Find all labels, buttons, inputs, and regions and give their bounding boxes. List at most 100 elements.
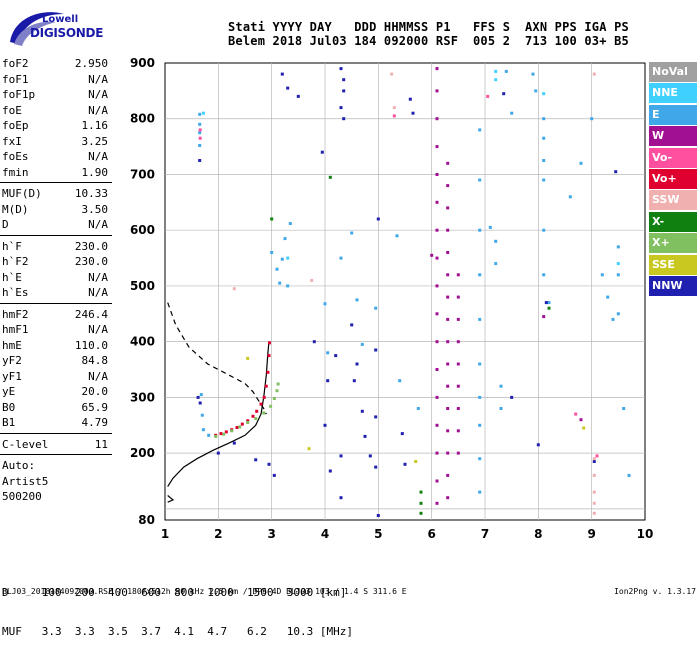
- echo-point: [622, 407, 626, 410]
- echo-point: [267, 462, 271, 466]
- param-row: foF1p N/A: [0, 87, 112, 103]
- echo-point: [328, 469, 332, 473]
- legend-entry: X-: [649, 211, 697, 232]
- param-row: yF1 N/A: [0, 369, 112, 385]
- param-row: hmE 110.0: [0, 338, 112, 354]
- x-tick-label: 8: [534, 527, 542, 541]
- param-value: 230.0: [74, 239, 108, 253]
- echo-point: [323, 302, 327, 306]
- echo-point: [456, 340, 460, 344]
- echo-point: [267, 354, 271, 358]
- param-value: N/A: [88, 270, 108, 284]
- echo-point: [254, 458, 258, 462]
- param-value: N/A: [88, 88, 108, 101]
- y-tick-label: 400: [130, 335, 155, 349]
- echo-point: [616, 273, 620, 277]
- file-info-footer: BLJ03_2018184092000.RSF / 180fx512h 50 k…: [2, 587, 407, 596]
- echo-point: [374, 306, 378, 310]
- echo-point: [374, 465, 378, 469]
- echo-point: [246, 356, 250, 360]
- echo-point: [568, 195, 572, 199]
- profile-line: [167, 495, 175, 503]
- param-label: h`Es: [2, 286, 29, 299]
- param-label: hmF2: [2, 307, 29, 321]
- echo-point: [275, 389, 279, 393]
- y-tick-label: 900: [130, 56, 155, 70]
- echo-point: [240, 422, 244, 426]
- echo-point: [435, 228, 439, 232]
- echo-point: [435, 145, 439, 149]
- echo-point: [339, 256, 343, 260]
- echo-point: [219, 432, 223, 436]
- echo-point: [207, 433, 211, 437]
- x-tick-label: 5: [374, 527, 382, 541]
- echo-point: [312, 340, 316, 344]
- echo-point: [446, 251, 450, 254]
- echo-point: [232, 441, 236, 445]
- echo-point: [542, 273, 546, 277]
- param-row: yF2 84.8: [0, 353, 112, 369]
- x-tick-label: 2: [214, 527, 222, 541]
- echo-point: [478, 128, 482, 132]
- echo-point: [435, 479, 439, 483]
- echo-point: [435, 501, 439, 505]
- echo-point: [542, 315, 546, 319]
- echo-point: [268, 341, 271, 345]
- param-row: h`Es N/A: [0, 285, 112, 301]
- param-label: MUF(D): [2, 187, 42, 200]
- legend-entry: NNW: [649, 275, 697, 296]
- param-value: 84.8: [81, 354, 109, 367]
- echo-point: [456, 295, 460, 299]
- echo-point: [198, 401, 202, 405]
- param-label: h`F: [2, 239, 22, 253]
- param-label: M(D): [2, 202, 29, 216]
- echo-point: [286, 284, 290, 288]
- param-value: 65.9: [81, 400, 109, 414]
- scaled-parameters-panel: foF2 2.950 foF1 N/A foF1p N/A foE N/A foEp 1.16 fx…: [0, 56, 112, 505]
- param-row: h`E N/A: [0, 270, 112, 286]
- echo-point: [403, 462, 407, 466]
- echo-point: [616, 312, 620, 316]
- echo-point: [392, 114, 396, 118]
- param-value: 246.4: [74, 307, 108, 321]
- echo-point: [542, 159, 546, 162]
- echo-point: [286, 256, 290, 260]
- x-tick-label: 3: [267, 527, 275, 541]
- echo-point: [352, 379, 356, 383]
- echo-point: [542, 178, 546, 182]
- echo-point: [542, 136, 546, 140]
- echo-point: [419, 490, 423, 494]
- param-note: Artist5: [2, 474, 49, 488]
- echo-point: [592, 473, 596, 477]
- echo-point: [616, 245, 620, 249]
- x-tick-label: 6: [427, 527, 435, 541]
- echo-point: [368, 454, 372, 458]
- x-tick-label: 10: [637, 527, 654, 541]
- echo-point: [478, 228, 482, 232]
- param-label: foF1: [2, 72, 29, 86]
- echo-point: [320, 150, 324, 154]
- logo-swoosh-light-icon: [14, 21, 56, 46]
- legend-entry: E: [649, 104, 697, 125]
- param-row: foEs N/A: [0, 149, 112, 165]
- echo-point: [502, 92, 506, 96]
- x-tick-label: 9: [587, 527, 595, 541]
- legend-entry: X+: [649, 233, 697, 254]
- param-value: 110.0: [74, 338, 108, 352]
- param-label: B1: [2, 416, 16, 429]
- echo-point: [536, 443, 540, 447]
- echo-point: [446, 496, 450, 500]
- muf-distance-table: D 100 200 400 600 800 1000 1500 3000 [km…: [2, 560, 353, 651]
- echo-point: [446, 340, 450, 344]
- param-row: M(D) 3.50: [0, 202, 112, 218]
- echo-point: [435, 256, 439, 260]
- param-note: 500200: [2, 490, 42, 503]
- y-tick-label: 600: [130, 223, 155, 237]
- echo-point: [446, 228, 450, 232]
- echo-point: [350, 323, 354, 327]
- logo-text-lowell: Lowell: [42, 14, 79, 25]
- echo-point: [595, 454, 599, 458]
- echo-point: [574, 412, 578, 416]
- echo-point: [600, 273, 604, 277]
- echo-point: [246, 421, 250, 424]
